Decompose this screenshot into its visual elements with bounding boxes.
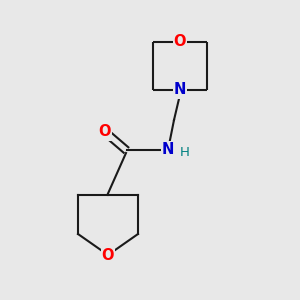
Text: O: O (99, 124, 111, 140)
Text: O: O (174, 34, 186, 50)
Text: N: N (162, 142, 174, 158)
Text: H: H (180, 146, 189, 159)
Text: O: O (102, 248, 114, 262)
Text: N: N (174, 82, 186, 98)
